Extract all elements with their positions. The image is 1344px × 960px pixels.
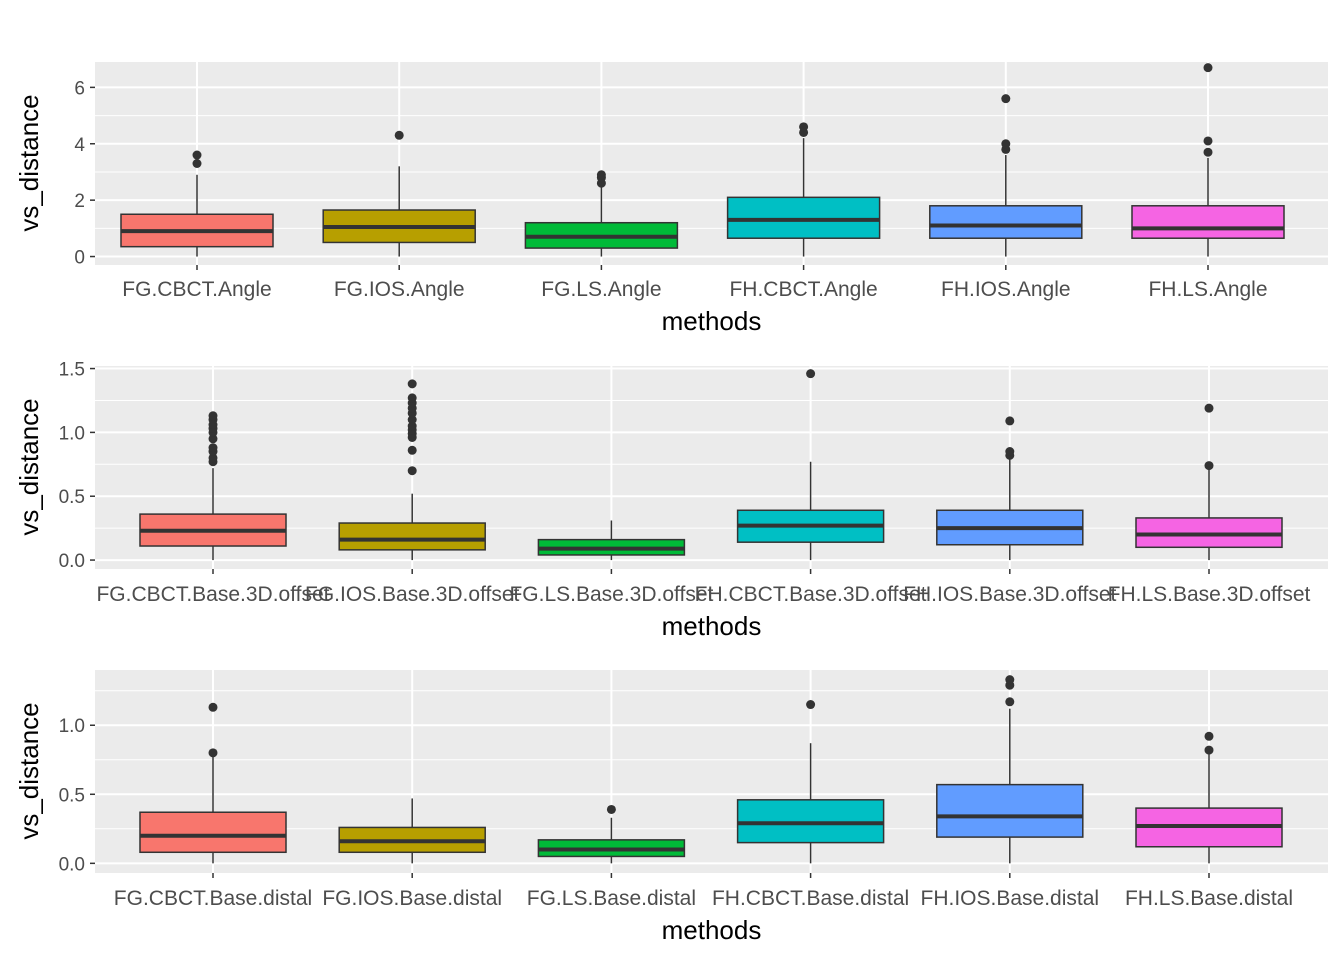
x-tick-label: FH.LS.Base.distal bbox=[1125, 887, 1293, 910]
outlier-point bbox=[799, 122, 808, 131]
x-tick-label: FG.LS.Base.3D.offset bbox=[509, 583, 713, 606]
box-body bbox=[937, 785, 1083, 837]
x-tick-label: FH.LS.Base.3D.offset bbox=[1108, 583, 1311, 606]
outlier-point bbox=[209, 411, 218, 420]
outlier-point bbox=[408, 466, 417, 475]
outlier-point bbox=[193, 151, 202, 160]
outlier-point bbox=[1205, 746, 1214, 755]
outlier-point bbox=[597, 170, 606, 179]
x-tick-label: FG.IOS.Base.distal bbox=[322, 887, 502, 910]
y-tick-label: 0 bbox=[74, 248, 85, 269]
y-tick-label: 0.0 bbox=[59, 551, 85, 572]
panel-2: 0.0 0.5 1.0 1.5 FG.CBCT.Base.3D.offsetFG.IOS… bbox=[14, 360, 1328, 641]
x-tick-label: FG.LS.Base.distal bbox=[527, 887, 696, 910]
outlier-point bbox=[607, 805, 616, 814]
x-tick-label: FH.CBCT.Base.distal bbox=[712, 887, 909, 910]
outlier-point bbox=[1205, 732, 1214, 741]
outlier-point bbox=[1005, 675, 1014, 684]
outlier-point bbox=[209, 703, 218, 712]
outlier-point bbox=[209, 443, 218, 452]
outlier-point bbox=[1001, 94, 1010, 103]
outlier-point bbox=[1205, 461, 1214, 470]
box-body bbox=[140, 812, 286, 852]
y-tick-label: 1.5 bbox=[59, 360, 85, 381]
outlier-point bbox=[806, 700, 815, 709]
outlier-point bbox=[209, 748, 218, 757]
box-body bbox=[738, 800, 884, 843]
panel-1: 0 2 4 6 FG.CBCT.Angle FG.IOS.Angle FG.LS.Angle… bbox=[14, 62, 1328, 336]
box-body bbox=[930, 206, 1082, 238]
x-tick-label: FG.CBCT.Base.distal bbox=[114, 887, 312, 910]
outlier-point bbox=[1005, 416, 1014, 425]
y-axis-title: vs_distance bbox=[14, 702, 44, 839]
y-tick-label: 1.0 bbox=[59, 423, 85, 444]
x-tick-label: FH.LS.Angle bbox=[1148, 278, 1267, 301]
outlier-point bbox=[408, 446, 417, 455]
y-tick-label: 6 bbox=[74, 78, 85, 99]
outlier-point bbox=[408, 393, 417, 402]
y-tick-label: 0.0 bbox=[59, 854, 85, 875]
outlier-point bbox=[395, 131, 404, 140]
x-tick-label: FG.CBCT.Angle bbox=[122, 278, 271, 301]
y-tick-label: 0.5 bbox=[59, 487, 85, 508]
x-tick-label: FG.CBCT.Base.3D.offset bbox=[96, 583, 329, 606]
x-tick-label: FH.IOS.Base.distal bbox=[921, 887, 1100, 910]
x-tick-label: FG.IOS.Angle bbox=[334, 278, 465, 301]
panel-3: 0.0 0.5 1.0 FG.CBCT.Base.distal FG.IOS.Base.… bbox=[14, 670, 1328, 945]
y-tick-label: 0.5 bbox=[59, 785, 85, 806]
y-axis-title: vs_distance bbox=[14, 398, 44, 535]
x-axis-title: methods bbox=[662, 915, 762, 945]
outlier-point bbox=[806, 369, 815, 378]
x-axis-title: methods bbox=[662, 611, 762, 641]
outlier-point bbox=[193, 159, 202, 168]
x-axis-title: methods bbox=[662, 306, 762, 336]
box-body bbox=[339, 523, 485, 550]
outlier-point bbox=[1204, 148, 1213, 157]
x-tick-label: FG.LS.Angle bbox=[541, 278, 661, 301]
x-tick-label: FH.IOS.Base.3D.offset bbox=[903, 583, 1116, 606]
box-body bbox=[1132, 206, 1284, 238]
outlier-point bbox=[1204, 136, 1213, 145]
x-tick-label: FG.IOS.Base.3D.offset bbox=[305, 583, 520, 606]
y-tick-label: 2 bbox=[74, 191, 85, 212]
box-body bbox=[728, 197, 880, 238]
x-tick-label: FH.IOS.Angle bbox=[941, 278, 1071, 301]
outlier-point bbox=[1001, 139, 1010, 148]
y-tick-label: 4 bbox=[74, 135, 85, 156]
x-tick-label: FH.CBCT.Angle bbox=[729, 278, 877, 301]
outlier-point bbox=[1005, 447, 1014, 456]
y-tick-label: 1.0 bbox=[59, 716, 85, 737]
outlier-point bbox=[1205, 404, 1214, 413]
outlier-point bbox=[1204, 63, 1213, 72]
outlier-point bbox=[1005, 697, 1014, 706]
x-tick-label: FH.CBCT.Base.3D.offset bbox=[695, 583, 927, 606]
y-axis-title: vs_distance bbox=[14, 94, 44, 231]
outlier-point bbox=[408, 379, 417, 388]
